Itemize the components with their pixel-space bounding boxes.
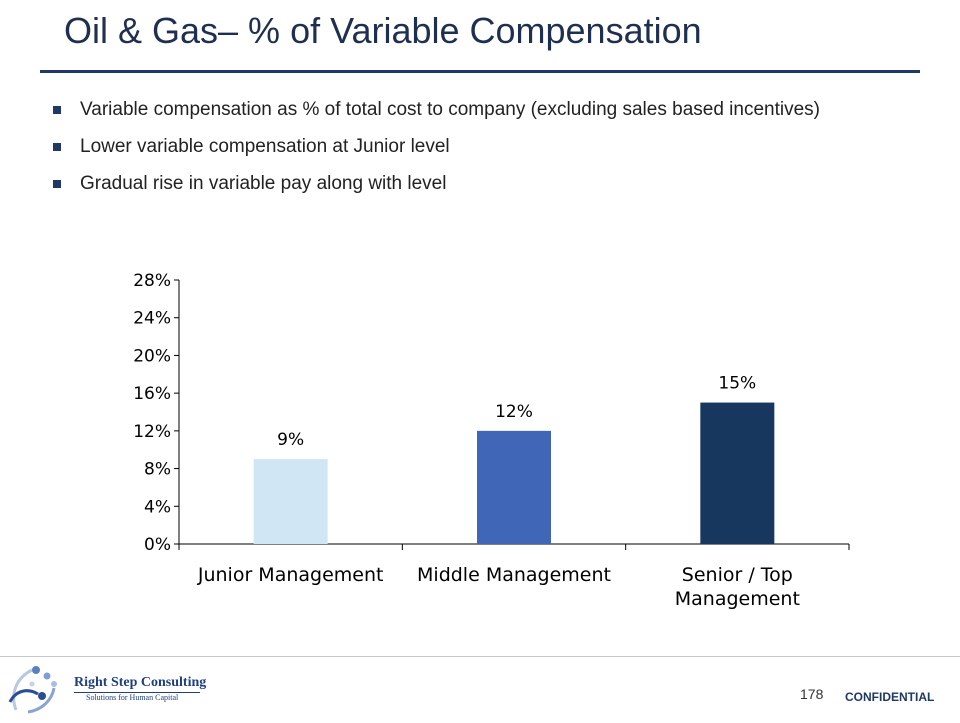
y-tick-label: 16%: [133, 384, 171, 404]
company-logo: Right Step Consulting Solutions for Huma…: [2, 660, 222, 718]
bullet-list: Variable compensation as % of total cost…: [48, 98, 908, 209]
bar: [253, 459, 328, 544]
confidential-label: CONFIDENTIAL: [845, 690, 935, 704]
square-bullet-icon: [53, 143, 61, 151]
y-tick-label: 4%: [144, 497, 171, 517]
data-label: 12%: [495, 402, 533, 422]
y-tick-label: 12%: [133, 422, 171, 442]
logo-company-name: Right Step Consulting: [74, 675, 207, 690]
bar: [700, 402, 775, 544]
x-tick-label: Management: [675, 588, 800, 610]
data-label: 15%: [718, 374, 756, 394]
x-tick-label: Middle Management: [417, 564, 611, 586]
y-tick-label: 20%: [133, 346, 171, 366]
y-tick-label: 0%: [144, 535, 171, 555]
bullet-text: Gradual rise in variable pay along with …: [80, 173, 447, 194]
bullet-item: Gradual rise in variable pay along with …: [48, 172, 908, 196]
y-tick-label: 8%: [144, 460, 171, 480]
bullet-item: Variable compensation as % of total cost…: [48, 98, 908, 122]
logo-divider: [74, 692, 200, 693]
square-bullet-icon: [53, 180, 61, 188]
x-tick-label: Senior / Top: [682, 564, 793, 586]
data-label: 9%: [277, 430, 304, 450]
page-number: 178: [800, 686, 824, 702]
slide-title: Oil & Gas– % of Variable Compensation: [64, 10, 702, 51]
y-tick-label: 24%: [133, 309, 171, 329]
logo-emblem-icon: [8, 666, 57, 714]
footer-divider: [0, 656, 960, 657]
bullet-text: Lower variable compensation at Junior le…: [80, 136, 450, 157]
logo-tagline: Solutions for Human Capital: [86, 693, 179, 702]
bullet-item: Lower variable compensation at Junior le…: [48, 135, 908, 159]
bullet-text: Variable compensation as % of total cost…: [80, 99, 820, 120]
title-underline: [40, 70, 920, 73]
y-tick-label: 28%: [133, 271, 171, 291]
bar-chart: 0% 4% 8% 12% 16% 20% 24% 28% 9% Junior Management…: [133, 271, 850, 610]
x-tick-label: Junior Management: [197, 564, 384, 586]
square-bullet-icon: [53, 106, 61, 114]
bar: [477, 430, 551, 544]
